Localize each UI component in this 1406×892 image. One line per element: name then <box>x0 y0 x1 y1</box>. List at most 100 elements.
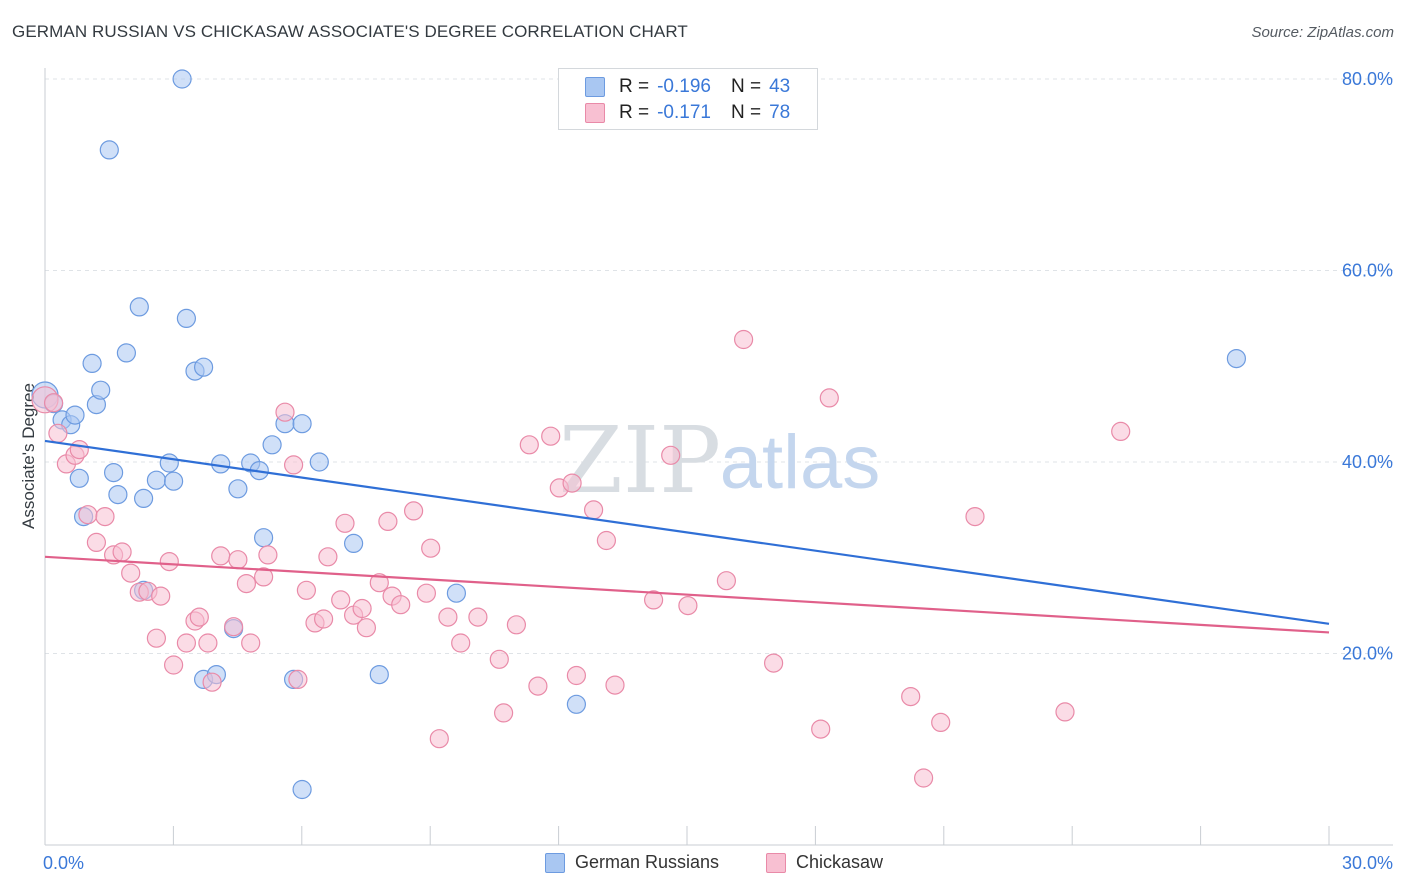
legend-row-chickasaw: R = -0.171 N = 78 <box>585 101 790 125</box>
y-tick-label: 80.0% <box>1342 69 1393 89</box>
point-chickasaw <box>78 505 98 525</box>
point-chickasaw <box>86 532 107 553</box>
point-chickasaw <box>661 445 681 465</box>
point-chickasaw <box>494 703 514 723</box>
point-chickasaw <box>296 580 316 600</box>
point-german-russians <box>82 353 102 373</box>
point-chickasaw <box>254 567 274 587</box>
legend-swatch-chickasaw <box>585 103 605 123</box>
point-chickasaw <box>48 423 68 443</box>
point-chickasaw <box>429 729 449 749</box>
legend-n-label: N = <box>730 76 762 97</box>
point-chickasaw <box>258 545 278 565</box>
point-chickasaw <box>288 669 308 690</box>
point-german-russians <box>134 488 154 508</box>
trend-lines <box>44 439 1330 634</box>
point-chickasaw <box>352 598 372 619</box>
trend-line-german-russians <box>44 439 1330 625</box>
point-chickasaw <box>236 573 256 594</box>
point-chickasaw <box>228 550 248 570</box>
point-chickasaw <box>112 542 132 562</box>
point-chickasaw <box>678 595 698 616</box>
point-chickasaw <box>146 628 166 648</box>
legend-r-label: R = <box>619 102 650 123</box>
legend-n-value: 78 <box>769 102 791 123</box>
point-chickasaw <box>159 551 179 572</box>
point-chickasaw <box>605 675 625 695</box>
point-chickasaw <box>224 617 244 637</box>
point-german-russians <box>211 454 231 474</box>
point-chickasaw <box>1055 702 1075 722</box>
point-chickasaw <box>121 563 141 583</box>
point-german-russians <box>99 140 119 160</box>
chart-title: GERMAN RUSSIAN VS CHICKASAW ASSOCIATE'S … <box>12 22 688 41</box>
point-chickasaw <box>541 426 561 446</box>
point-chickasaw <box>566 665 587 686</box>
point-chickasaw <box>331 590 351 610</box>
point-chickasaw <box>643 590 664 610</box>
legend-swatch-german-russians <box>585 77 605 97</box>
source-credit: Source: ZipAtlas.com <box>1251 24 1394 41</box>
point-chickasaw <box>335 513 355 533</box>
bottom-legend-swatch-german-russians <box>545 852 565 873</box>
axes <box>44 68 1393 846</box>
x-tick-label-min: 0.0% <box>43 853 84 873</box>
point-german-russians <box>108 485 128 505</box>
bottom-legend-label: German Russians <box>575 852 720 872</box>
point-german-russians <box>228 479 248 499</box>
point-chickasaw <box>391 595 411 615</box>
correlation-legend: R = -0.196 N = 43 R = -0.171 N = 78 <box>558 68 818 130</box>
point-german-russians <box>146 470 166 490</box>
point-chickasaw <box>716 571 737 591</box>
bottom-legend-chickasaw: Chickasaw <box>766 852 883 873</box>
point-german-russians <box>172 69 192 89</box>
legend-r-value: -0.196 <box>657 76 711 97</box>
y-axis-label: Associate's Degree <box>19 383 38 529</box>
point-chickasaw <box>164 655 184 675</box>
legend-r-value: -0.171 <box>657 102 711 123</box>
point-chickasaw <box>318 547 338 567</box>
point-chickasaw <box>202 672 222 692</box>
point-chickasaw <box>284 455 304 475</box>
point-chickasaw <box>421 538 441 558</box>
point-german-russians <box>309 452 329 472</box>
point-german-russians <box>91 380 111 400</box>
point-chickasaw <box>211 546 231 566</box>
bottom-legend-german-russians: German Russians <box>545 852 719 873</box>
point-chickasaw <box>451 633 471 653</box>
point-chickasaw <box>583 500 604 520</box>
point-chickasaw <box>198 633 218 653</box>
point-german-russians <box>176 308 196 328</box>
point-chickasaw <box>378 511 398 532</box>
data-points <box>31 69 1247 800</box>
point-chickasaw <box>562 473 582 493</box>
watermark-atlas: atlas <box>720 420 881 505</box>
point-german-russians <box>254 528 274 548</box>
bottom-legend-label: Chickasaw <box>796 852 884 872</box>
point-chickasaw <box>763 653 784 673</box>
point-german-russians <box>262 435 282 455</box>
y-tick-labels: 20.0% 40.0% 60.0% 80.0% <box>1342 69 1393 663</box>
point-chickasaw <box>733 329 754 350</box>
point-chickasaw <box>528 676 548 696</box>
point-chickasaw <box>965 506 985 527</box>
point-german-russians <box>69 468 89 488</box>
point-chickasaw <box>438 607 458 627</box>
point-chickasaw <box>416 583 436 603</box>
legend-n-value: 43 <box>769 76 791 97</box>
y-tick-label: 60.0% <box>1342 261 1393 281</box>
point-chickasaw <box>519 435 539 455</box>
point-chickasaw <box>314 609 334 629</box>
point-chickasaw <box>151 586 171 606</box>
point-chickasaw <box>1111 421 1131 441</box>
x-tick-label-max: 30.0% <box>1342 853 1393 873</box>
watermark-zip: ZIP <box>559 407 721 514</box>
point-chickasaw <box>43 393 64 413</box>
point-german-russians <box>164 471 184 491</box>
point-german-russians <box>446 583 466 603</box>
point-german-russians <box>1226 349 1247 369</box>
point-chickasaw <box>596 530 617 551</box>
point-chickasaw <box>901 686 921 707</box>
point-german-russians <box>344 533 364 554</box>
